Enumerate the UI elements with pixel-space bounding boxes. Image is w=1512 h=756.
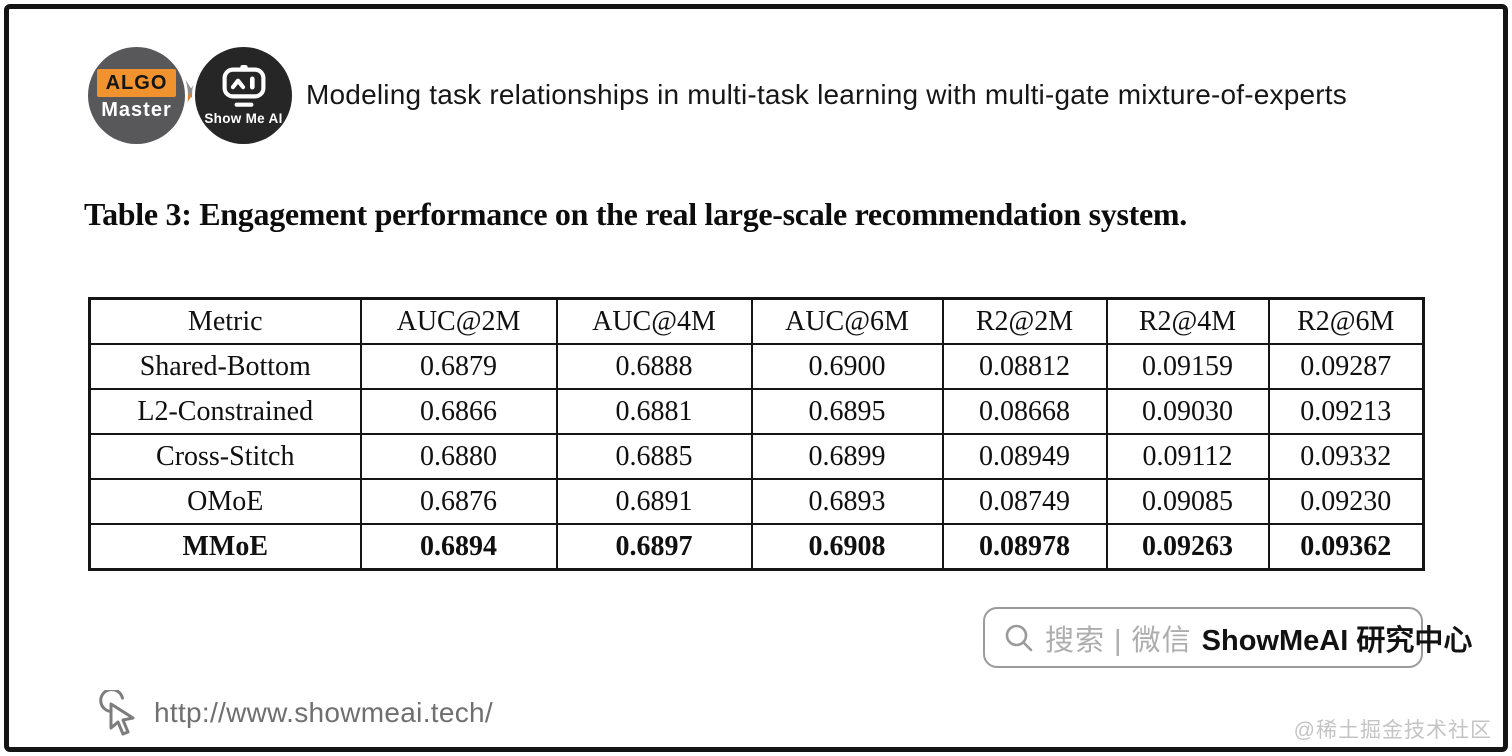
column-header: AUC@6M (750, 297, 944, 345)
search-brand-text: ShowMeAI 研究中心 (1201, 624, 1473, 657)
watermark: @稀土掘金技术社区 (1293, 719, 1492, 742)
value-cell: 0.6885 (555, 433, 753, 480)
column-header: R2@2M (941, 297, 1108, 345)
metric-cell: OMoE (88, 478, 362, 525)
value-cell: 0.6895 (750, 388, 944, 435)
table-row: Cross-Stitch 0.6880 0.6885 0.6899 0.08949 0.0… (88, 433, 1425, 480)
value-cell: 0.6866 (359, 388, 558, 435)
table-row: Shared-Bottom 0.6879 0.6888 0.6900 0.08812 0.… (88, 343, 1425, 390)
table-row: MMoE 0.6894 0.6897 0.6908 0.08978 0.09263 0.09… (88, 523, 1425, 571)
paper-title: Modeling task relationships in multi-tas… (306, 79, 1347, 110)
value-cell: 0.09362 (1267, 523, 1425, 571)
value-cell: 0.6891 (555, 478, 753, 525)
table-row: L2-Constrained 0.6866 0.6881 0.6895 0.08668 0… (88, 388, 1425, 435)
value-cell: 0.6897 (555, 523, 753, 571)
value-cell: 0.09112 (1105, 433, 1270, 480)
value-cell: 0.6876 (359, 478, 558, 525)
cursor-click-icon (95, 688, 141, 736)
value-cell: 0.6893 (750, 478, 944, 525)
value-cell: 0.08668 (941, 388, 1108, 435)
value-cell: 0.09213 (1267, 388, 1425, 435)
column-header: R2@6M (1267, 297, 1425, 345)
algo-master-label: Master (101, 98, 172, 121)
algo-badge: ALGO (96, 68, 177, 97)
value-cell: 0.09263 (1105, 523, 1270, 571)
wechat-search-box[interactable]: 搜索 | 微信 ShowMeAI 研究中心 (983, 607, 1472, 668)
value-cell: 0.6900 (750, 343, 944, 390)
metric-cell: Cross-Stitch (88, 433, 362, 480)
column-header: AUC@2M (359, 297, 558, 345)
brand-header: ALGO Master X Show Me AI Modeling task r… (88, 44, 1347, 146)
table-header-row: Metric AUC@2M AUC@4M AUC@6M R2@2M R2@4M R2@6M (88, 297, 1425, 345)
value-cell: 0.6879 (359, 343, 558, 390)
site-link[interactable]: http://www.showmeai.tech/ (95, 688, 493, 736)
value-cell: 0.09085 (1105, 478, 1270, 525)
value-cell: 0.09230 (1267, 478, 1425, 525)
column-header: R2@4M (1105, 297, 1270, 345)
showmeai-logo: Show Me AI (195, 46, 293, 144)
robot-icon (216, 64, 272, 113)
value-cell: 0.08978 (941, 523, 1108, 571)
metric-cell: L2-Constrained (88, 388, 362, 435)
table-row: OMoE 0.6876 0.6891 0.6893 0.08749 0.09085 0.09… (88, 478, 1425, 525)
value-cell: 0.08749 (941, 478, 1108, 525)
value-cell: 0.6881 (555, 388, 753, 435)
metric-cell: MMoE (88, 523, 362, 571)
value-cell: 0.08812 (941, 343, 1108, 390)
site-url-text: http://www.showmeai.tech/ (154, 697, 493, 728)
column-header: Metric (88, 297, 362, 345)
value-cell: 0.09287 (1267, 343, 1425, 390)
value-cell: 0.08949 (941, 433, 1108, 480)
value-cell: 0.09332 (1267, 433, 1425, 480)
search-icon (1003, 622, 1035, 654)
table-caption: Table 3: Engagement performance on the r… (84, 196, 1187, 232)
metric-cell: Shared-Bottom (88, 343, 362, 390)
value-cell: 0.6894 (359, 523, 558, 571)
column-header: AUC@4M (555, 297, 753, 345)
search-hint-text: 搜索 | 微信 (1045, 624, 1192, 657)
algo-master-logo: ALGO Master (88, 46, 185, 144)
showmeai-label: Show Me AI (204, 110, 283, 126)
value-cell: 0.09159 (1105, 343, 1270, 390)
results-table: Metric AUC@2M AUC@4M AUC@6M R2@2M R2@4M R2@6M … (88, 297, 1425, 571)
value-cell: 0.6899 (750, 433, 944, 480)
value-cell: 0.6888 (555, 343, 753, 390)
value-cell: 0.6880 (359, 433, 558, 480)
value-cell: 0.6908 (750, 523, 944, 571)
value-cell: 0.09030 (1105, 388, 1270, 435)
